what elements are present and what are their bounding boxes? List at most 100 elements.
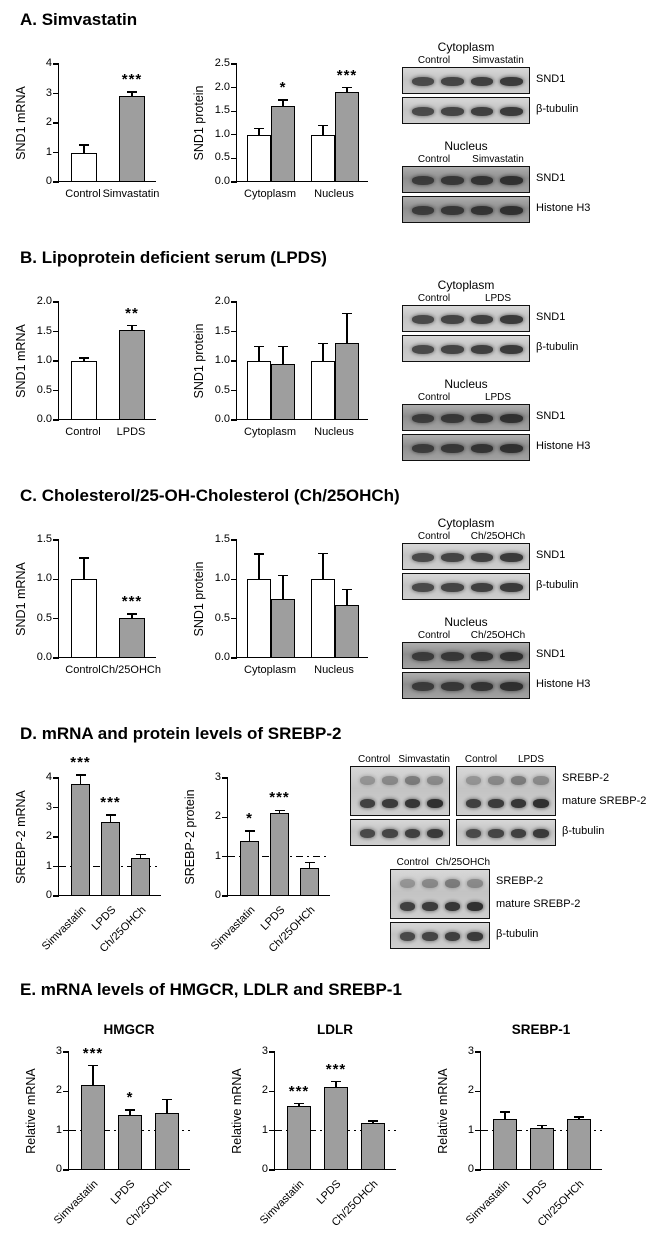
protein-band — [427, 776, 443, 785]
error-bar-cap — [244, 830, 255, 832]
protein-band — [411, 77, 434, 86]
y-tick-mark — [231, 657, 237, 659]
blot-strip — [456, 819, 556, 846]
blots-cholesterol: Cytoplasm Control Ch/25OHCh SND1 β-tubulin N… — [402, 516, 622, 702]
blot-band-label: SND1 — [536, 73, 566, 85]
panel-a: A. Simvastatin SND1 mRNA *** 0 1 2 3 4 Control S… — [12, 10, 646, 226]
error-bar — [322, 125, 324, 135]
y-tick-label: 0.5 — [36, 383, 52, 396]
x-axis-group-label: Nucleus — [314, 426, 354, 438]
blot-strip — [402, 543, 530, 570]
bar — [119, 617, 145, 658]
blot-lane-labels: Control Simvastatin — [350, 754, 450, 765]
y-tick-mark — [53, 330, 59, 333]
y-tick-mark — [63, 1129, 69, 1132]
error-bar-cap — [318, 342, 328, 344]
y-axis-label: Relative mRNA — [230, 1068, 244, 1154]
blot-section — [350, 766, 450, 816]
y-tick-mark — [222, 816, 228, 819]
protein-band — [411, 345, 434, 354]
protein-band — [399, 879, 415, 888]
y-tick-mark — [231, 539, 237, 541]
blot-lane-label: Control — [417, 392, 451, 403]
blot-band-label: Histone H3 — [536, 440, 591, 452]
error-bar — [335, 1081, 337, 1088]
protein-band — [399, 932, 415, 941]
error-bar — [92, 1065, 94, 1086]
chart-srebp2-mrna: SREBP-2 mRNA *** *** 0 1 2 3 4 Simvastatin LPDS Ch… — [12, 754, 169, 958]
error-bar-cap — [79, 144, 89, 146]
protein-band — [404, 829, 420, 838]
error-bar — [282, 99, 284, 107]
protein-band — [470, 583, 493, 592]
blot-lpds-nucleus: Nucleus Control LPDS SND1 Histone H3 — [402, 377, 622, 464]
y-tick-label: 2.5 — [214, 57, 230, 69]
chart-snd1-protein-lpds: SND1 protein 0.0 0.5 1.0 1.5 2.0 Cytoplasm Nucl… — [190, 278, 376, 440]
protein-band — [444, 902, 460, 911]
error-bar-cap — [127, 324, 137, 327]
bar — [119, 330, 145, 420]
y-axis-label: SREBP-2 protein — [183, 789, 197, 885]
x-axis-labels: Simvastatin LPDS Ch/25OHCh — [208, 898, 330, 960]
error-bar — [79, 775, 82, 784]
x-axis-label: Control — [65, 426, 101, 438]
blot-lane-label: LPDS — [484, 293, 512, 304]
protein-band — [470, 682, 493, 691]
protein-band — [533, 799, 549, 808]
blot-lane-label: LPDS — [484, 392, 512, 403]
plot-area — [475, 1051, 602, 1171]
bar — [131, 857, 150, 896]
y-tick-label: 0.5 — [214, 611, 230, 624]
y-tick-label: 3 — [55, 1045, 62, 1057]
y-tick-label: 1.5 — [214, 104, 230, 117]
plot-area: *** *** — [269, 1051, 396, 1171]
error-bar-cap — [135, 854, 146, 856]
protein-band — [411, 444, 434, 453]
bar — [271, 363, 295, 420]
plot-area: **** — [222, 777, 330, 897]
blot-strip — [390, 922, 490, 949]
y-tick-label: 2 — [467, 1084, 474, 1097]
protein-band — [500, 553, 523, 562]
bar — [247, 361, 271, 420]
protein-band — [500, 77, 523, 86]
protein-band — [444, 932, 460, 941]
y-tick-mark — [53, 578, 59, 581]
blot-band-label: SREBP-2 — [562, 772, 610, 784]
protein-band — [500, 444, 523, 453]
bar — [335, 92, 359, 182]
y-tick-label: 1.5 — [36, 533, 52, 545]
protein-band — [467, 932, 483, 941]
significance-stars: *** — [325, 1060, 347, 1078]
y-tick-label: 0 — [214, 889, 221, 901]
protein-band — [399, 902, 415, 911]
x-axis-labels: Simvastatin LPDS Ch/25OHCh — [258, 1172, 396, 1234]
bar — [324, 1087, 348, 1170]
blot-lane-label: Control — [417, 531, 451, 542]
protein-band — [500, 345, 523, 354]
protein-band — [359, 799, 375, 808]
x-axis-labels: Control LPDS — [58, 422, 156, 442]
blot-band-label: mature SREBP-2 — [496, 898, 581, 910]
x-axis-label: Control — [65, 664, 101, 676]
y-tick-label: 3 — [45, 800, 52, 813]
x-axis-group-label: Cytoplasm — [244, 664, 296, 676]
x-axis-labels: Simvastatin LPDS Ch/25OHCh — [464, 1172, 602, 1234]
error-bar-cap — [278, 345, 288, 347]
blot-band-label: β-tubulin — [536, 579, 579, 591]
x-axis-label: LPDS — [108, 1178, 138, 1207]
chart-srebp1-mrna: SREBP-1 Relative mRNA 0 1 2 3 Simvastatin LPDS C… — [434, 1010, 610, 1232]
significance-stars: * — [246, 810, 253, 828]
x-axis-label: LPDS — [116, 426, 146, 438]
protein-band — [470, 652, 493, 661]
protein-band — [411, 176, 434, 185]
blot-band-label: β-tubulin — [536, 103, 579, 115]
y-tick-label: 1 — [467, 1123, 474, 1136]
x-axis-label: Simvastatin — [51, 1178, 101, 1227]
error-bar — [372, 1120, 374, 1123]
error-bar-cap — [79, 357, 89, 359]
y-tick-mark — [231, 134, 237, 136]
protein-band — [470, 77, 493, 86]
plot-area: *** — [53, 539, 156, 659]
